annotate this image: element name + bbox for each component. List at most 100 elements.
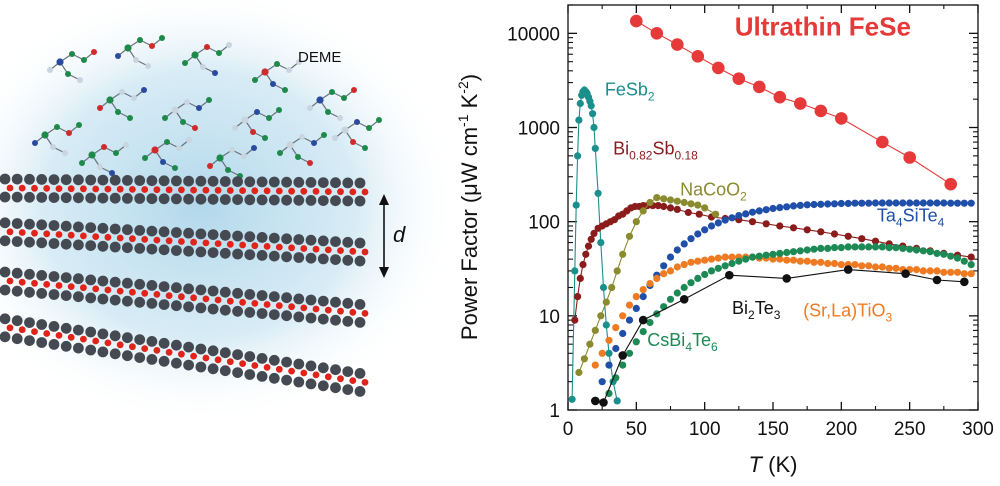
data-point-ta4site4 (605, 361, 613, 369)
series-fesb2 (568, 86, 621, 405)
deme-molecule (47, 49, 97, 83)
se-atom (178, 350, 185, 358)
fe-atom (281, 233, 292, 245)
data-point-bi2te3 (618, 351, 627, 360)
data-point-fese (773, 90, 787, 104)
fe-atom (60, 322, 72, 334)
data-point-ta4site4 (598, 378, 606, 386)
fe-atom (109, 241, 121, 253)
data-point-fese (944, 177, 957, 191)
se-atom (6, 324, 14, 332)
data-point-bisb (776, 222, 784, 230)
data-point-fesb2 (602, 321, 610, 329)
se-atom (43, 281, 51, 288)
se-atom (80, 284, 87, 292)
fe-atom (195, 175, 207, 187)
fe-atom (158, 226, 170, 238)
se-atom (141, 186, 149, 193)
se-atom (349, 308, 357, 316)
se-atom (141, 345, 149, 352)
fe-atom (195, 284, 207, 296)
fe-atom (268, 309, 280, 320)
fe-atom (122, 175, 133, 186)
data-point-srlatio3 (598, 349, 606, 357)
data-point-fese (671, 38, 684, 51)
fe-atom (232, 287, 244, 299)
fe-atom (219, 229, 231, 241)
se-atom (67, 333, 75, 341)
fe-atom (171, 245, 182, 256)
data-point-csbi4te6 (796, 247, 804, 255)
se-atom (129, 343, 136, 351)
se-atom (92, 337, 100, 345)
se-atom (31, 184, 38, 192)
deme-molecule (97, 87, 147, 121)
series-label-srlatio3: (Sr,La)TiO3 (803, 301, 892, 325)
fe-atom (134, 352, 146, 363)
data-point-ta4site4 (673, 246, 681, 254)
fe-atom (11, 285, 23, 297)
se-atom (67, 283, 75, 290)
data-point-bi2te3 (599, 398, 608, 407)
se-atom (116, 234, 124, 242)
data-point-srlatio3 (687, 258, 695, 266)
data-point-csbi4te6 (632, 338, 640, 346)
se-atom (324, 373, 332, 381)
x-tick-label: 300 (962, 419, 994, 440)
fe-atom (158, 337, 170, 349)
data-point-srlatio3 (810, 258, 818, 266)
data-point-srlatio3 (803, 257, 811, 265)
se-atom (80, 232, 87, 240)
data-point-srlatio3 (721, 253, 729, 261)
se-atom (239, 298, 247, 306)
fe-atom (293, 194, 305, 206)
data-point-bisb (803, 226, 811, 234)
fe-atom (183, 227, 195, 239)
data-point-ta4site4 (694, 230, 702, 238)
data-point-ta4site4 (803, 201, 811, 209)
fe-atom (354, 255, 366, 267)
fe-atom (207, 229, 219, 241)
fe-atom (24, 317, 35, 328)
data-point-srlatio3 (619, 312, 627, 320)
se-atom (239, 360, 247, 367)
data-point-ta4site4 (728, 214, 736, 222)
data-point-bi2te3 (901, 269, 910, 279)
se-atom (226, 358, 234, 366)
fe-atom (305, 312, 317, 324)
data-point-srlatio3 (625, 301, 634, 309)
data-point-nacoo2 (602, 298, 610, 306)
fe-atom (158, 299, 170, 310)
se-atom (116, 341, 124, 349)
fe-atom (97, 240, 109, 252)
data-point-srlatio3 (728, 253, 736, 261)
se-atom (178, 186, 185, 194)
data-point-csbi4te6 (625, 349, 634, 357)
series-label-bisb: Bi0.82Sb0.18 (613, 138, 698, 162)
data-point-csbi4te6 (707, 267, 716, 275)
fe-atom (11, 267, 23, 279)
fe-atom (97, 222, 109, 234)
fe-atom (317, 313, 329, 325)
fe-atom (24, 335, 35, 346)
fe-atom (0, 284, 11, 296)
se-atom (104, 286, 112, 294)
fe-atom (268, 354, 280, 366)
fe-atom (183, 193, 195, 205)
deme-molecule (162, 97, 212, 131)
fe-atom (109, 223, 121, 235)
fese-layer (0, 173, 369, 207)
series-fese (630, 14, 957, 191)
data-point-bisb (654, 202, 662, 210)
data-point-bisb (590, 229, 598, 237)
se-atom (202, 186, 210, 194)
spacing-arrow (379, 194, 389, 278)
data-point-csbi4te6 (810, 245, 818, 253)
data-point-bisb (844, 232, 852, 240)
fe-atom (281, 356, 292, 368)
fe-atom (97, 328, 109, 340)
se-atom (202, 354, 210, 362)
fe-atom (293, 358, 305, 370)
se-atom (104, 185, 112, 193)
fe-atom (183, 359, 195, 371)
